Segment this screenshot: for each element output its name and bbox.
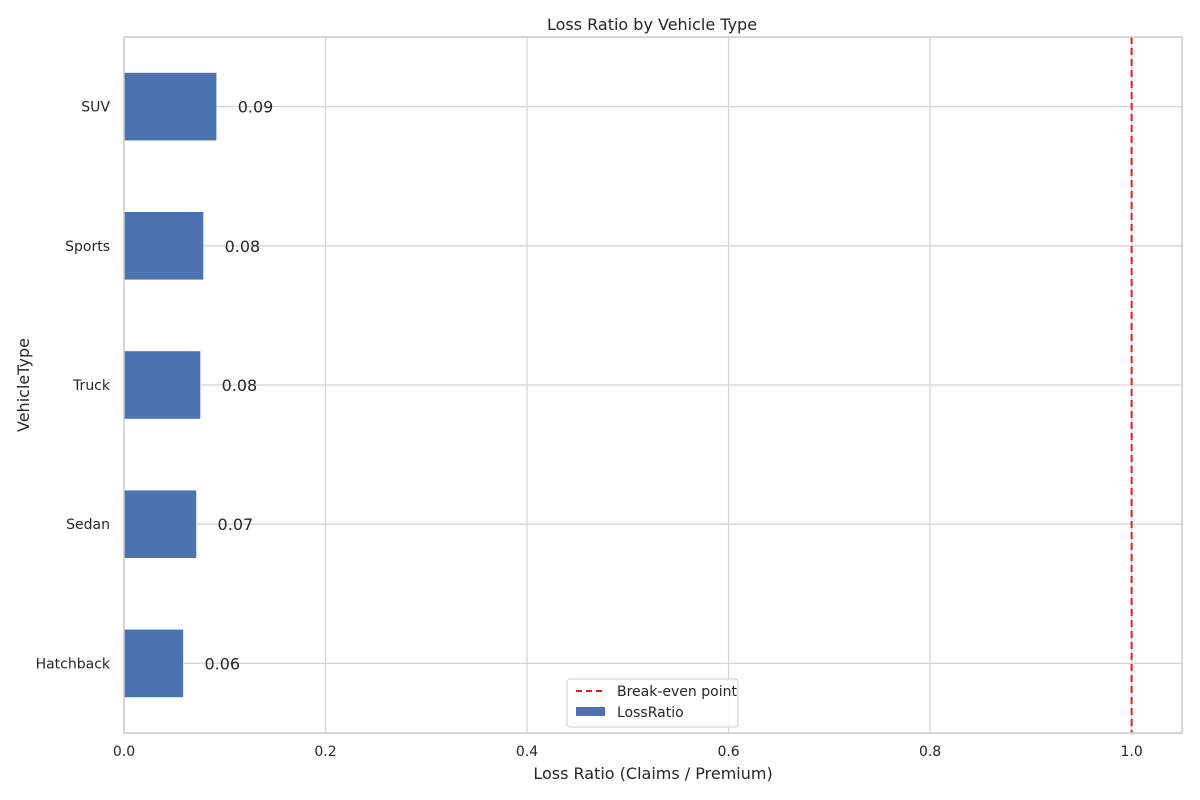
bar [123,350,201,420]
bar [123,211,204,281]
bar [123,628,184,698]
value-label: 0.07 [218,515,254,534]
y-tick-label: Hatchback [36,656,111,672]
plot-frame [123,36,1183,734]
legend: Break-even point LossRatio [566,678,739,728]
value-label: 0.06 [204,654,240,673]
y-tick-label: Truck [72,378,111,394]
legend-break-even-label: Break-even point [617,684,737,700]
value-label: 0.09 [238,98,274,117]
chart-title: Loss Ratio by Vehicle Type [547,15,757,34]
y-tick-label: SUV [81,100,110,116]
y-tick-label: Sedan [66,517,110,533]
x-tick-label: 0.0 [113,744,135,760]
x-tick-label: 0.2 [314,744,336,760]
x-axis-title: Loss Ratio (Claims / Premium) [533,764,772,783]
x-tick-label: 0.4 [516,744,538,760]
x-tick-labels: 0.0 0.2 0.4 0.6 0.8 1.0 [113,744,1143,760]
value-labels: 0.06 0.07 0.08 0.08 0.09 [204,98,273,674]
grid-lines [123,37,1182,733]
y-axis-title: VehicleType [14,338,33,432]
y-tick-labels: Hatchback Sedan Truck Sports SUV [36,100,111,673]
x-tick-label: 0.8 [919,744,941,760]
value-label: 0.08 [222,376,258,395]
legend-lossratio-swatch [576,707,605,716]
legend-box [566,678,739,728]
value-label: 0.08 [225,237,261,256]
x-tick-label: 1.0 [1120,744,1142,760]
legend-lossratio-label: LossRatio [617,705,684,721]
y-tick-label: Sports [65,239,110,255]
x-tick-label: 0.6 [717,744,739,760]
bars [123,72,218,698]
bar [123,72,218,142]
bar [123,489,197,559]
